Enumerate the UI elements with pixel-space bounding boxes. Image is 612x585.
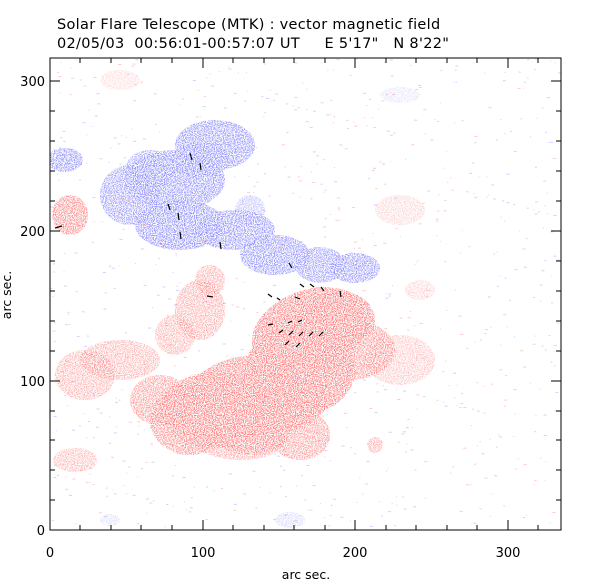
x-tick-label: 200: [343, 546, 368, 561]
negative-polarity-regions: [50, 87, 420, 528]
x-tick-label: 0: [46, 546, 54, 561]
x-axis: [49, 58, 539, 530]
plot-frame: [49, 57, 562, 531]
x-tick-label: 300: [496, 546, 521, 561]
noise-speckle: [50, 58, 561, 530]
x-axis-label: arc sec.: [282, 567, 330, 582]
observation-info: 02/05/03 00:56:01-00:57:07 UT E 5'17" N …: [57, 36, 450, 52]
y-tick-label: 300: [20, 75, 45, 90]
y-tick-label: 100: [20, 375, 45, 390]
figure-title: Solar Flare Telescope (MTK) : vector mag…: [57, 17, 441, 33]
y-tick-label: 200: [20, 225, 45, 240]
y-axis: [50, 80, 561, 531]
y-tick-label: 0: [37, 524, 45, 539]
transverse-field-vectors: [54, 152, 342, 348]
y-axis-label: arc sec.: [0, 271, 14, 319]
magnetic-field-image: [50, 58, 561, 530]
x-tick-label: 100: [191, 546, 216, 561]
positive-polarity-regions: [52, 70, 435, 472]
